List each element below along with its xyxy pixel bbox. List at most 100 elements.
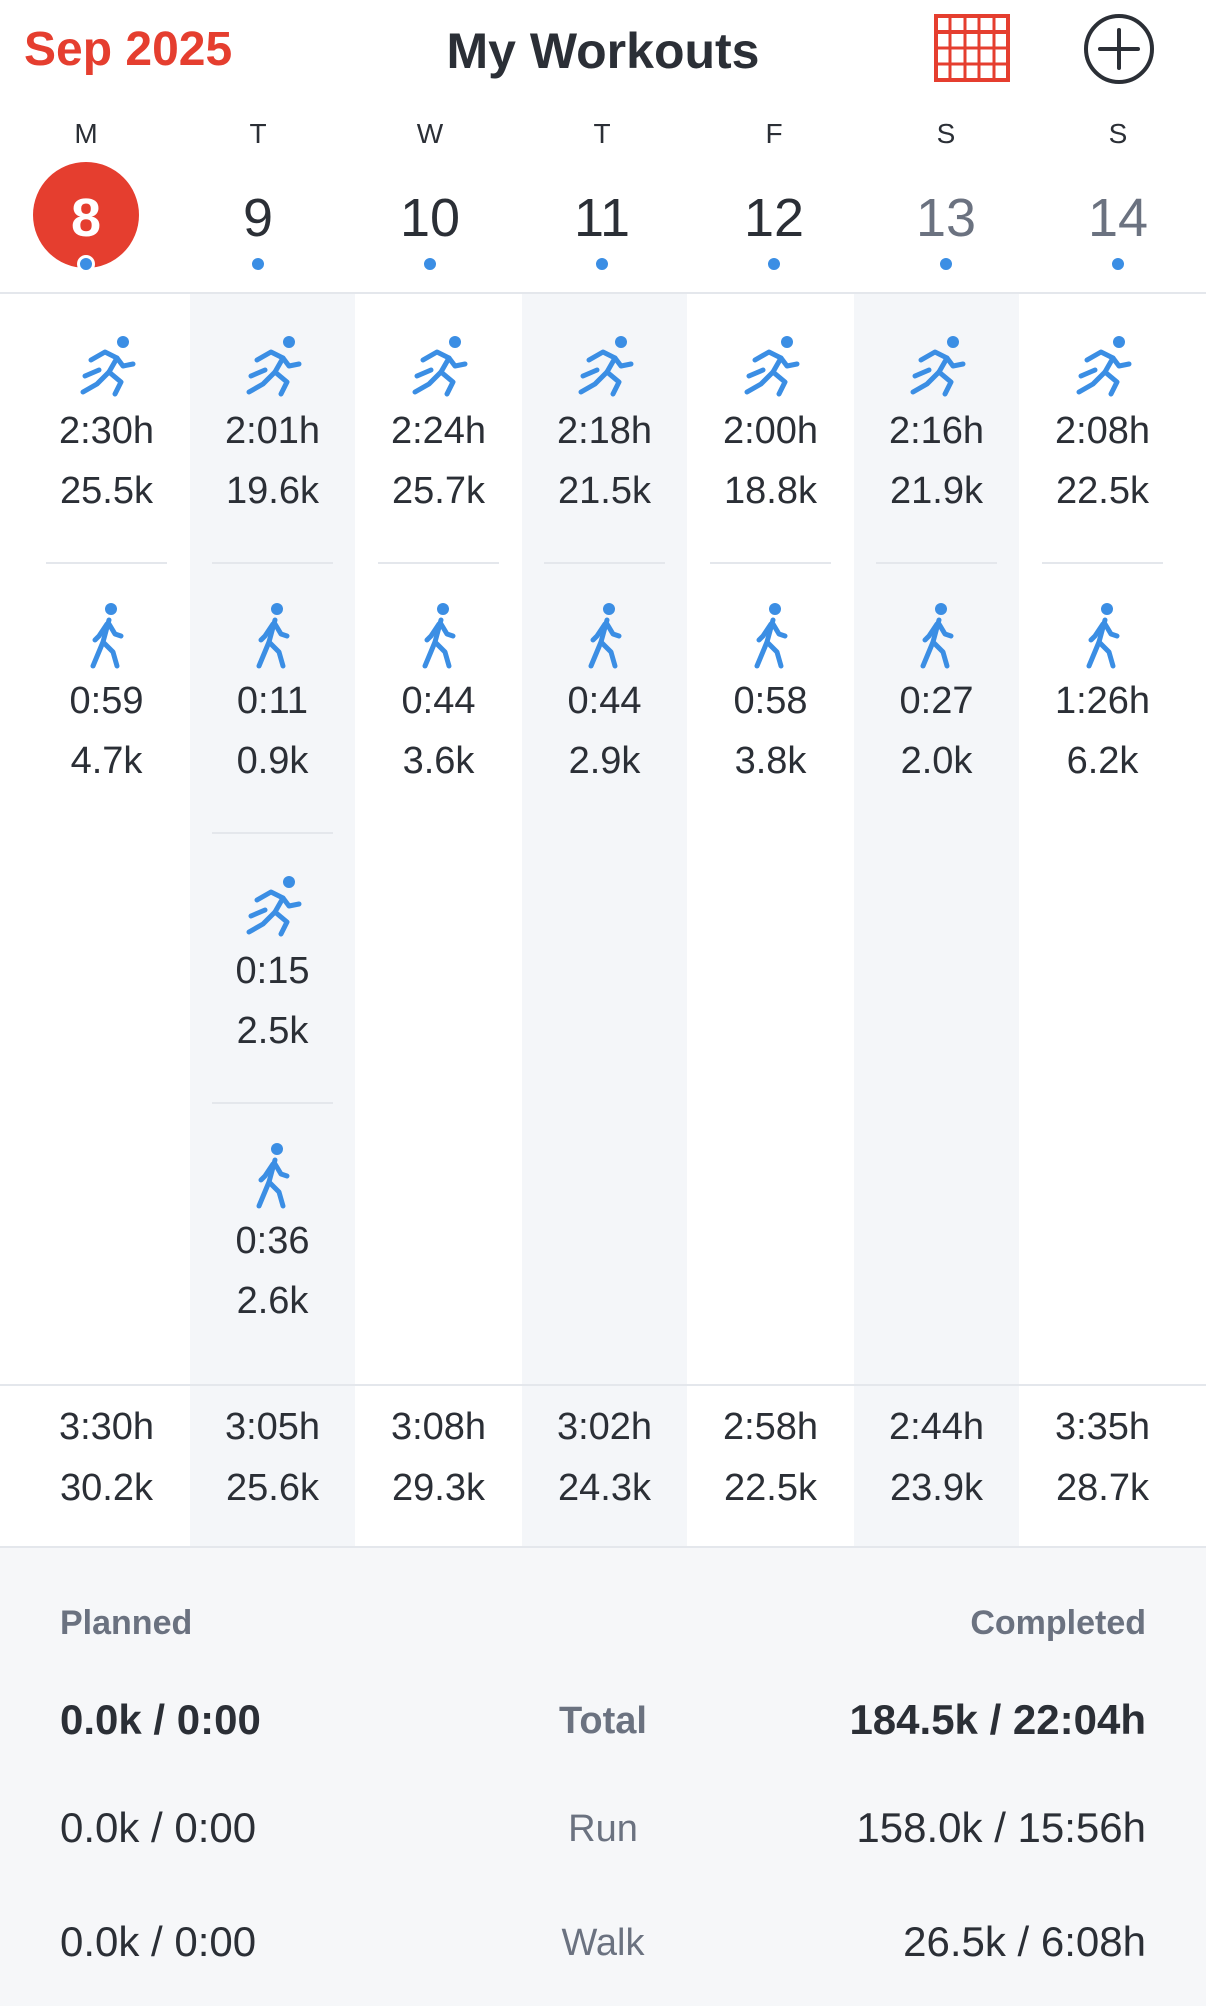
workout-separator xyxy=(212,1102,333,1104)
totals-divider xyxy=(0,1384,1206,1386)
walking-icon xyxy=(237,600,309,672)
running-icon xyxy=(569,330,641,402)
day-column-background xyxy=(854,294,1019,1546)
walking-icon xyxy=(901,600,973,672)
day-total-distance: 30.2k xyxy=(60,1467,153,1509)
workout-separator xyxy=(212,832,333,834)
workout-card[interactable]: 2:01h 19.6k xyxy=(190,294,355,564)
workout-separator xyxy=(544,562,665,564)
workout-card[interactable]: 2:00h 18.8k xyxy=(688,294,853,564)
workout-card[interactable]: 0:58 3.8k xyxy=(688,564,853,834)
workout-dot-indicator xyxy=(765,255,783,273)
day-number: 12 xyxy=(743,188,805,248)
workout-distance: 3.6k xyxy=(402,740,475,782)
day-of-week-label: W xyxy=(416,118,444,149)
day-column-1: 2:01h 19.6k 0:11 0.9k 0:15 2.5k 0:36 2.6k 3:05h 2… xyxy=(190,294,355,1546)
calendar-grid-button[interactable] xyxy=(932,12,1012,84)
day-column-4: 2:00h 18.8k 0:58 3.8k 2:58h 22.5k xyxy=(688,294,853,1546)
walking-icon xyxy=(71,600,143,672)
workout-dot-indicator xyxy=(937,255,955,273)
day-of-week-label: S xyxy=(936,118,956,149)
workout-distance: 6.2k xyxy=(1066,740,1139,782)
workout-separator xyxy=(378,562,499,564)
day-5[interactable]: S 13 xyxy=(860,110,1032,292)
calendar-grid-icon xyxy=(934,14,1010,82)
workout-separator xyxy=(876,562,997,564)
workout-duration: 0:15 xyxy=(235,950,310,992)
workout-card[interactable]: 2:18h 21.5k xyxy=(522,294,687,564)
workout-duration: 0:27 xyxy=(899,680,974,722)
planned-run: 0.0k / 0:00 xyxy=(60,1804,257,1851)
workout-distance: 2.6k xyxy=(236,1280,309,1322)
day-column-0: 2:30h 25.5k 0:59 4.7k 3:30h 30.2k xyxy=(24,294,189,1546)
workout-card[interactable]: 2:16h 21.9k xyxy=(854,294,1019,564)
day-number: 10 xyxy=(399,188,461,248)
summary-row-walk: 0.0k / 0:00 Walk 26.5k / 6:08h xyxy=(0,1918,1206,1978)
day-total-duration: 3:30h xyxy=(58,1406,155,1448)
running-icon xyxy=(237,330,309,402)
completed-total: 184.5k / 22:04h xyxy=(849,1696,1146,1743)
month-label[interactable]: Sep 2025 xyxy=(24,23,233,76)
workout-duration: 0:44 xyxy=(401,680,476,722)
day-column-background xyxy=(522,294,687,1546)
day-total: 3:02h 24.3k xyxy=(522,1406,687,1510)
workout-card[interactable]: 2:08h 22.5k xyxy=(1020,294,1185,564)
day-number: 13 xyxy=(915,188,977,248)
day-total: 3:35h 28.7k xyxy=(1020,1406,1185,1510)
day-number: 8 xyxy=(70,188,102,248)
row-label-run: Run xyxy=(568,1808,638,1850)
workout-card[interactable]: 2:24h 25.7k xyxy=(356,294,521,564)
workout-duration: 0:36 xyxy=(235,1220,310,1262)
workout-distance: 19.6k xyxy=(226,470,319,512)
workout-card[interactable]: 0:36 2.6k xyxy=(190,1104,355,1374)
day-total-duration: 2:58h xyxy=(722,1406,819,1448)
walking-icon xyxy=(403,600,475,672)
day-total: 3:08h 29.3k xyxy=(356,1406,521,1510)
day-2[interactable]: W 10 xyxy=(344,110,516,292)
workout-duration: 0:11 xyxy=(236,680,309,722)
workout-card[interactable]: 0:15 2.5k xyxy=(190,834,355,1104)
workout-duration: 2:08h xyxy=(1054,410,1151,452)
walking-icon xyxy=(735,600,807,672)
workout-separator xyxy=(1042,562,1163,564)
day-6[interactable]: S 14 xyxy=(1032,110,1204,292)
day-3[interactable]: T 11 xyxy=(516,110,688,292)
workout-card[interactable]: 1:26h 6.2k xyxy=(1020,564,1185,834)
day-column-3: 2:18h 21.5k 0:44 2.9k 3:02h 24.3k xyxy=(522,294,687,1546)
day-total-duration: 3:02h xyxy=(556,1406,653,1448)
day-total: 2:58h 22.5k xyxy=(688,1406,853,1510)
workout-dot-indicator xyxy=(1109,255,1127,273)
day-of-week-label: T xyxy=(593,118,611,149)
day-number: 9 xyxy=(242,188,274,248)
day-of-week-label: F xyxy=(765,118,783,149)
running-icon xyxy=(735,330,807,402)
workout-dot-indicator xyxy=(593,255,611,273)
workout-distance: 21.5k xyxy=(558,470,651,512)
running-icon xyxy=(71,330,143,402)
planned-total: 0.0k / 0:00 xyxy=(60,1696,261,1743)
week-strip: M 8 T 9 W 10 T 11 F 12 S 13 S 14 xyxy=(0,110,1206,294)
workout-distance: 2.5k xyxy=(236,1010,309,1052)
workout-card[interactable]: 0:44 2.9k xyxy=(522,564,687,834)
running-icon xyxy=(901,330,973,402)
day-total-distance: 29.3k xyxy=(392,1467,485,1509)
workout-distance: 2.0k xyxy=(900,740,973,782)
day-total-distance: 23.9k xyxy=(890,1467,983,1509)
workout-separator xyxy=(710,562,831,564)
workout-card[interactable]: 0:59 4.7k xyxy=(24,564,189,834)
day-total-distance: 28.7k xyxy=(1056,1467,1149,1509)
workout-separator xyxy=(46,562,167,564)
day-4[interactable]: F 12 xyxy=(688,110,860,292)
day-total: 3:30h 30.2k xyxy=(24,1406,189,1510)
summary-row-run: 0.0k / 0:00 Run 158.0k / 15:56h xyxy=(0,1804,1206,1864)
workout-duration: 2:24h xyxy=(390,410,487,452)
workout-card[interactable]: 0:11 0.9k xyxy=(190,564,355,834)
workout-card[interactable]: 0:27 2.0k xyxy=(854,564,1019,834)
workout-duration: 2:18h xyxy=(556,410,653,452)
workout-card[interactable]: 2:30h 25.5k xyxy=(24,294,189,564)
add-workout-button[interactable] xyxy=(1082,12,1156,86)
workout-card[interactable]: 0:44 3.6k xyxy=(356,564,521,834)
summary-panel: Planned Completed 0.0k / 0:00 Total 184.… xyxy=(0,1546,1206,2006)
